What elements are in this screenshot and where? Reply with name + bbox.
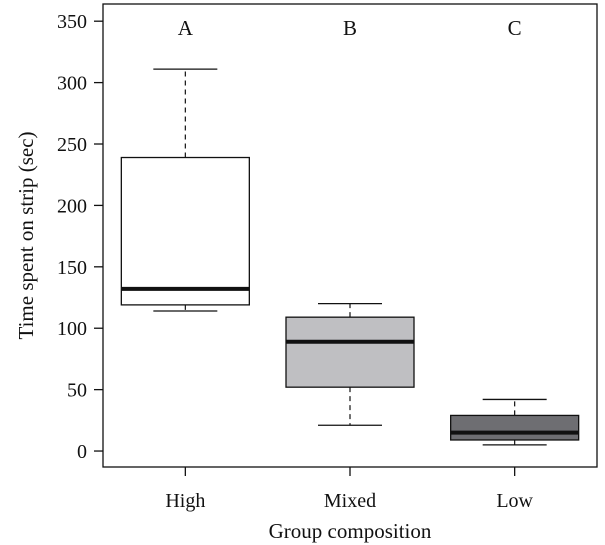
x-category-label: Low: [496, 490, 533, 512]
box-mixed: [285, 303, 415, 426]
significance-letter: A: [178, 16, 194, 40]
y-tick-label: 0: [77, 441, 87, 463]
y-tick-label: 200: [57, 195, 87, 217]
significance-letter: B: [343, 16, 357, 40]
significance-letters: A B C: [178, 16, 522, 40]
box-iqr: [120, 156, 250, 306]
x-axis: High Mixed Low: [165, 467, 534, 512]
significance-letter: C: [508, 16, 522, 40]
box-iqr: [450, 414, 580, 441]
y-tick-label: 300: [57, 73, 87, 95]
box-iqr: [285, 316, 415, 388]
box-low: [450, 398, 580, 446]
y-axis: 0 50 100 150 200 250 300 350: [57, 11, 103, 463]
y-tick-label: 150: [57, 257, 87, 279]
x-category-label: High: [165, 490, 205, 512]
box-high: [120, 68, 250, 312]
y-tick-label: 50: [67, 380, 87, 402]
boxes: [120, 68, 580, 446]
x-category-label: Mixed: [324, 490, 376, 512]
y-tick-label: 100: [57, 318, 87, 340]
y-tick-label: 250: [57, 134, 87, 156]
y-tick-label: 350: [57, 11, 87, 33]
x-axis-title: Group composition: [269, 519, 432, 543]
y-axis-title: Time spent on strip (sec): [14, 131, 38, 339]
